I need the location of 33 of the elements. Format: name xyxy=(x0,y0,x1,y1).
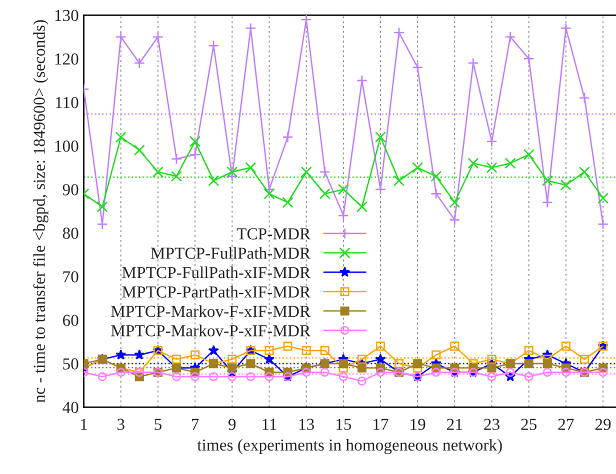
y-tick-label: 70 xyxy=(63,271,78,282)
x-tick-label: 17 xyxy=(374,418,388,430)
x-tick-label: 15 xyxy=(336,418,352,430)
legend-label: TCP-MDR xyxy=(236,228,311,240)
x-axis-title: times (experiments in homogeneous network) xyxy=(197,438,502,454)
x-tick-label: 1 xyxy=(81,418,87,430)
y-tick-label: 130 xyxy=(55,10,78,22)
y-tick-label: 100 xyxy=(55,140,78,152)
y-tick-label: 50 xyxy=(63,358,78,370)
legend-label: MPTCP-Markov-F-xIF-MDR xyxy=(111,305,311,317)
legend-label: MPTCP-PartPath-xIF-MDR xyxy=(122,286,311,298)
x-tick-label: 25 xyxy=(521,418,537,430)
y-tick-label: 60 xyxy=(62,314,78,326)
x-tick-label: 21 xyxy=(447,418,462,430)
y-tick-label: 120 xyxy=(55,53,78,65)
legend-label: MPTCP-Markov-P-xIF-MDR xyxy=(111,324,311,336)
y-axis-title: nc - time to transfer file <bgpd, size: 1849600> (seconds) xyxy=(33,20,48,403)
y-tick-label: 40 xyxy=(62,402,78,414)
x-tick-label: 3 xyxy=(117,418,124,430)
x-tick-label: 19 xyxy=(410,418,426,430)
x-tick-label: 29 xyxy=(595,418,611,430)
y-tick-label: 90 xyxy=(62,184,78,196)
x-tick-label: 9 xyxy=(228,418,236,430)
y-tick-label: 80 xyxy=(62,228,78,239)
legend-label: MPTCP-FullPath-xIF-MDR xyxy=(122,266,311,278)
x-tick-label: 13 xyxy=(299,418,314,430)
x-tick-label: 23 xyxy=(484,418,500,430)
x-tick-label: 5 xyxy=(154,418,162,430)
y-tick-label: 110 xyxy=(56,96,78,108)
x-tick-label: 11 xyxy=(262,418,276,430)
x-tick-label: 27 xyxy=(558,418,574,430)
legend-label: MPTCP-FullPath-MDR xyxy=(150,247,311,259)
x-tick-label: 7 xyxy=(192,418,199,430)
